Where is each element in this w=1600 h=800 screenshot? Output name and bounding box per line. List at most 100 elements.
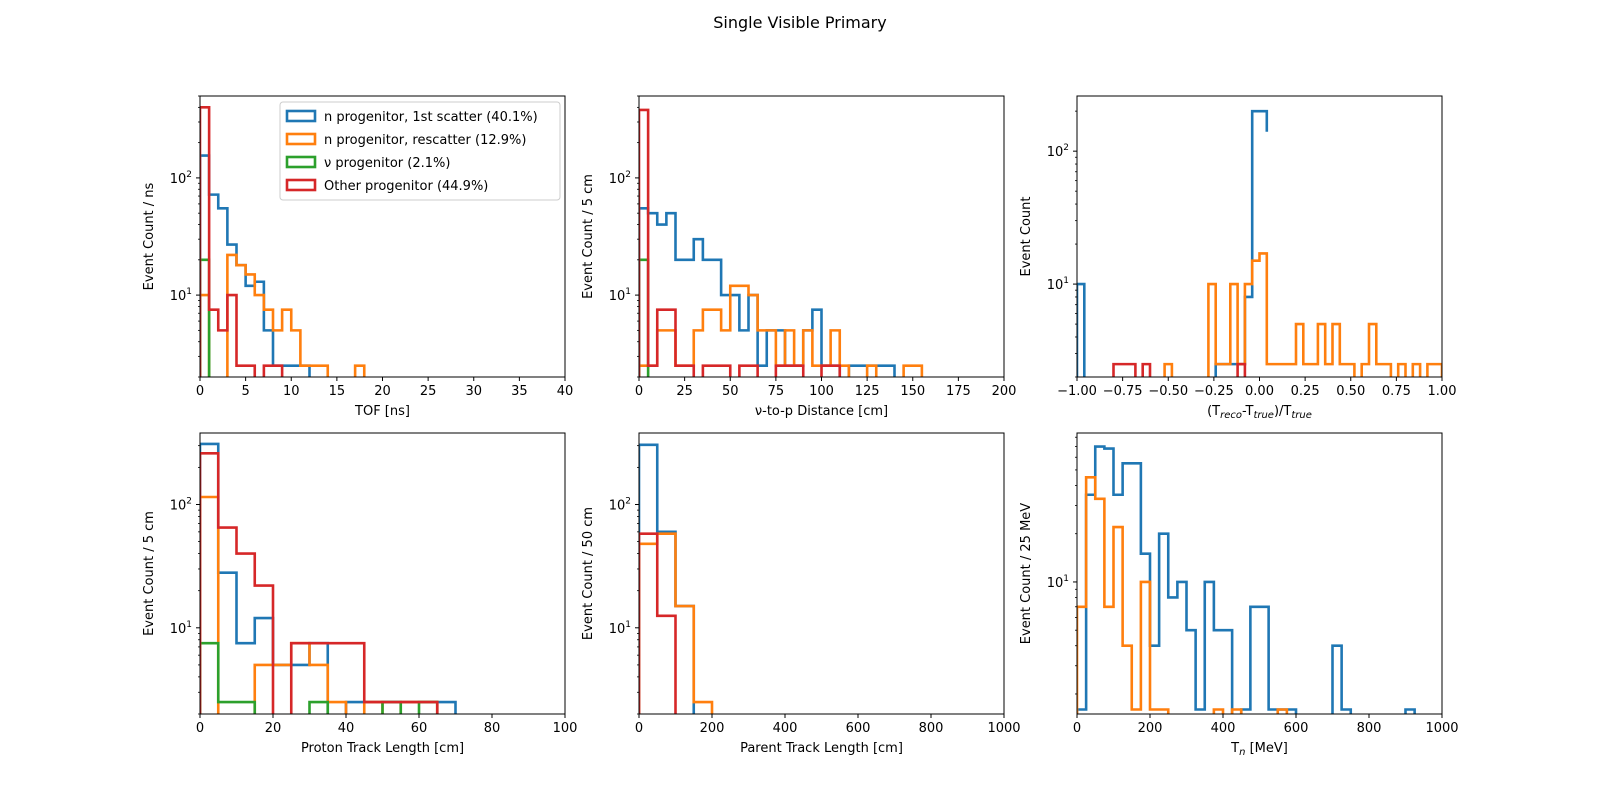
y-tick-label: 101 [1047,574,1069,591]
legend-swatch [285,132,317,146]
series-other-histogram [639,108,842,377]
y-tick-base: 10 [170,289,187,304]
y-tick-base: 10 [1047,576,1064,591]
x-axis-label: Tn [MeV] [1230,741,1288,758]
y-tick-base: 10 [170,172,187,187]
y-axis-label: Event Count / 50 cm [581,507,596,640]
series-n-first-scatter-histogram [200,154,311,377]
x-tick-label: −0.75 [1103,384,1143,399]
x-tick-label: 1.00 [1428,384,1457,399]
y-tick-base: 10 [609,498,626,513]
y-tick-exponent: 1 [186,620,192,630]
y-tick-base: 10 [609,172,626,187]
axis-label-part: )/T [1274,404,1291,419]
y-tick-exponent: 2 [186,170,192,180]
y-tick-label: 101 [170,287,192,304]
y-tick-base: 10 [609,622,626,637]
x-tick-label: 100 [553,721,578,736]
x-tick-label: 75 [768,384,785,399]
x-tick-label: 0 [635,721,643,736]
series-n-rescatter-histogram [1163,252,1442,377]
x-tick-label: 600 [1284,721,1309,736]
x-tick-label: 0 [1073,721,1081,736]
x-tick-label: 15 [329,384,346,399]
y-tick-label: 102 [170,170,192,187]
y-axis-label: Event Count / 25 MeV [1019,503,1034,645]
x-tick-label: 25 [676,384,693,399]
x-tick-label: 600 [846,721,871,736]
x-tick-label: 125 [855,384,880,399]
axis-label-part: true [1253,410,1274,421]
x-tick-label: 0.00 [1245,384,1274,399]
y-axis-label: Event Count [1019,197,1034,277]
y-tick-exponent: 1 [186,287,192,297]
x-tick-label: 40 [557,384,574,399]
y-tick-label: 102 [609,170,631,187]
y-tick-label: 102 [1047,143,1069,160]
y-tick-base: 10 [609,289,626,304]
y-tick-base: 10 [1047,145,1064,160]
series-n-first-scatter-histogram [1077,445,1416,714]
series-n-rescatter-histogram [639,532,714,714]
series-group [200,106,366,377]
series-other-histogram [200,106,284,377]
x-tick-label: 0 [635,384,643,399]
y-tick-label: 101 [170,620,192,637]
y-tick-exponent: 1 [1063,276,1069,286]
x-tick-label: 200 [1138,721,1163,736]
legend-entry-label: n progenitor, 1st scatter (40.1%) [324,110,538,125]
axes-frame [1076,432,1443,715]
series-other-histogram [200,452,439,714]
y-tick-label: 102 [609,496,631,513]
axis-label-part: true [1291,410,1312,421]
x-tick-label: 25 [420,384,437,399]
series-nu-histogram [639,258,650,377]
x-tick-label: 150 [900,384,925,399]
series-n-first-scatter-histogram [639,207,896,377]
axis-label-part: n [1239,747,1245,758]
x-tick-label: 20 [265,721,282,736]
y-tick-exponent: 2 [186,496,192,506]
y-tick-exponent: 2 [1063,143,1069,153]
y-tick-exponent: 2 [625,496,631,506]
y-tick-exponent: 1 [625,287,631,297]
series-nu-histogram [1112,362,1247,377]
legend-entry-label: Other progenitor (44.9%) [324,179,488,194]
x-tick-label: 0.50 [1336,384,1365,399]
series-n-rescatter-histogram [200,495,439,714]
y-axis-label: Event Count / ns [142,182,157,290]
x-tick-label: 200 [992,384,1017,399]
x-tick-label: 30 [465,384,482,399]
series-group [1077,445,1416,714]
y-tick-label: 101 [609,287,631,304]
x-tick-label: 100 [809,384,834,399]
y-tick-exponent: 1 [625,620,631,630]
series-n-first-scatter-histogram [639,443,696,714]
x-tick-label: 800 [919,721,944,736]
x-tick-label: 60 [411,721,428,736]
x-axis-label: (Treco-Ttrue)/Ttrue [1207,404,1312,421]
y-tick-exponent: 1 [1063,574,1069,584]
axis-label-part: T [1230,741,1239,756]
axes-frame [638,432,1005,715]
series-group [1077,109,1442,377]
x-axis-label: ν-to-p Distance [cm] [755,404,888,419]
x-tick-label: 1000 [1425,721,1458,736]
x-tick-label: 175 [946,384,971,399]
x-axis-label: Proton Track Length [cm] [301,741,464,756]
y-tick-exponent: 2 [625,170,631,180]
axes-frame [199,432,566,715]
legend-swatch [285,109,317,123]
series-n-rescatter-histogram [1077,475,1289,714]
x-tick-label: −0.50 [1148,384,1188,399]
x-tick-label: 800 [1357,721,1382,736]
y-tick-label: 101 [609,620,631,637]
legend-swatch [285,178,317,192]
x-tick-label: 5 [241,384,249,399]
y-tick-base: 10 [170,622,187,637]
axis-label-part: [MeV] [1245,741,1287,756]
